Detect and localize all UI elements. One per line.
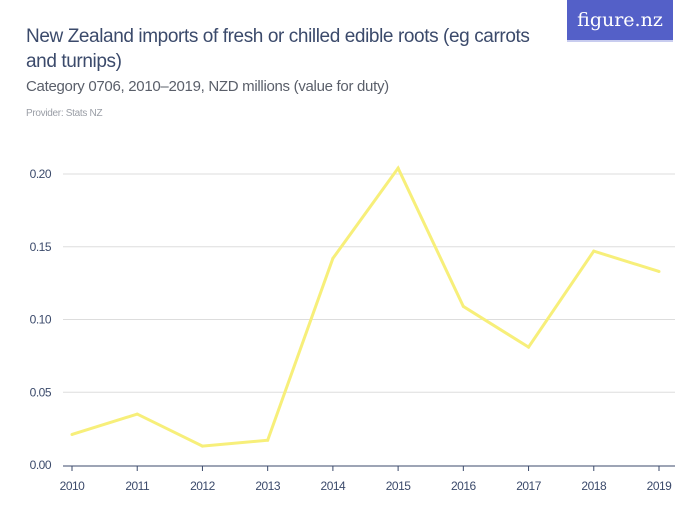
data-point — [266, 438, 270, 442]
x-tick-label: 2018 — [581, 479, 607, 493]
data-point — [70, 432, 74, 436]
x-tick-label: 2010 — [60, 479, 86, 493]
data-point — [461, 304, 465, 308]
data-point — [657, 269, 661, 273]
data-point — [527, 345, 531, 349]
x-tick-label: 2012 — [190, 479, 216, 493]
provider-label: Provider: Stats NZ — [26, 108, 103, 119]
x-tick-label: 2014 — [321, 479, 347, 493]
figure-nz-logo[interactable]: figure.nz — [567, 0, 673, 42]
x-tick-label: 2011 — [125, 479, 150, 493]
y-tick-label: 0.10 — [30, 313, 52, 327]
data-point — [200, 444, 204, 448]
chart-title: New Zealand imports of fresh or chilled … — [26, 26, 530, 72]
chart-subtitle: Category 0706, 2010–2019, NZD millions (… — [26, 78, 389, 95]
y-tick-label: 0.20 — [30, 167, 52, 181]
data-point — [135, 412, 139, 416]
x-tick-label: 2019 — [647, 479, 673, 493]
x-tick-label: 2013 — [255, 479, 281, 493]
data-point — [396, 166, 400, 170]
data-point — [592, 249, 596, 253]
x-tick-label: 2017 — [516, 479, 542, 493]
series-line — [71, 165, 660, 448]
y-tick-label: 0.00 — [30, 458, 52, 472]
x-tick-label: 2015 — [386, 479, 412, 493]
logo-text: figure.nz — [577, 9, 663, 31]
data-point — [331, 256, 335, 260]
y-tick-label: 0.15 — [30, 240, 52, 254]
y-tick-label: 0.05 — [30, 385, 52, 399]
x-tick-label: 2016 — [451, 479, 477, 493]
